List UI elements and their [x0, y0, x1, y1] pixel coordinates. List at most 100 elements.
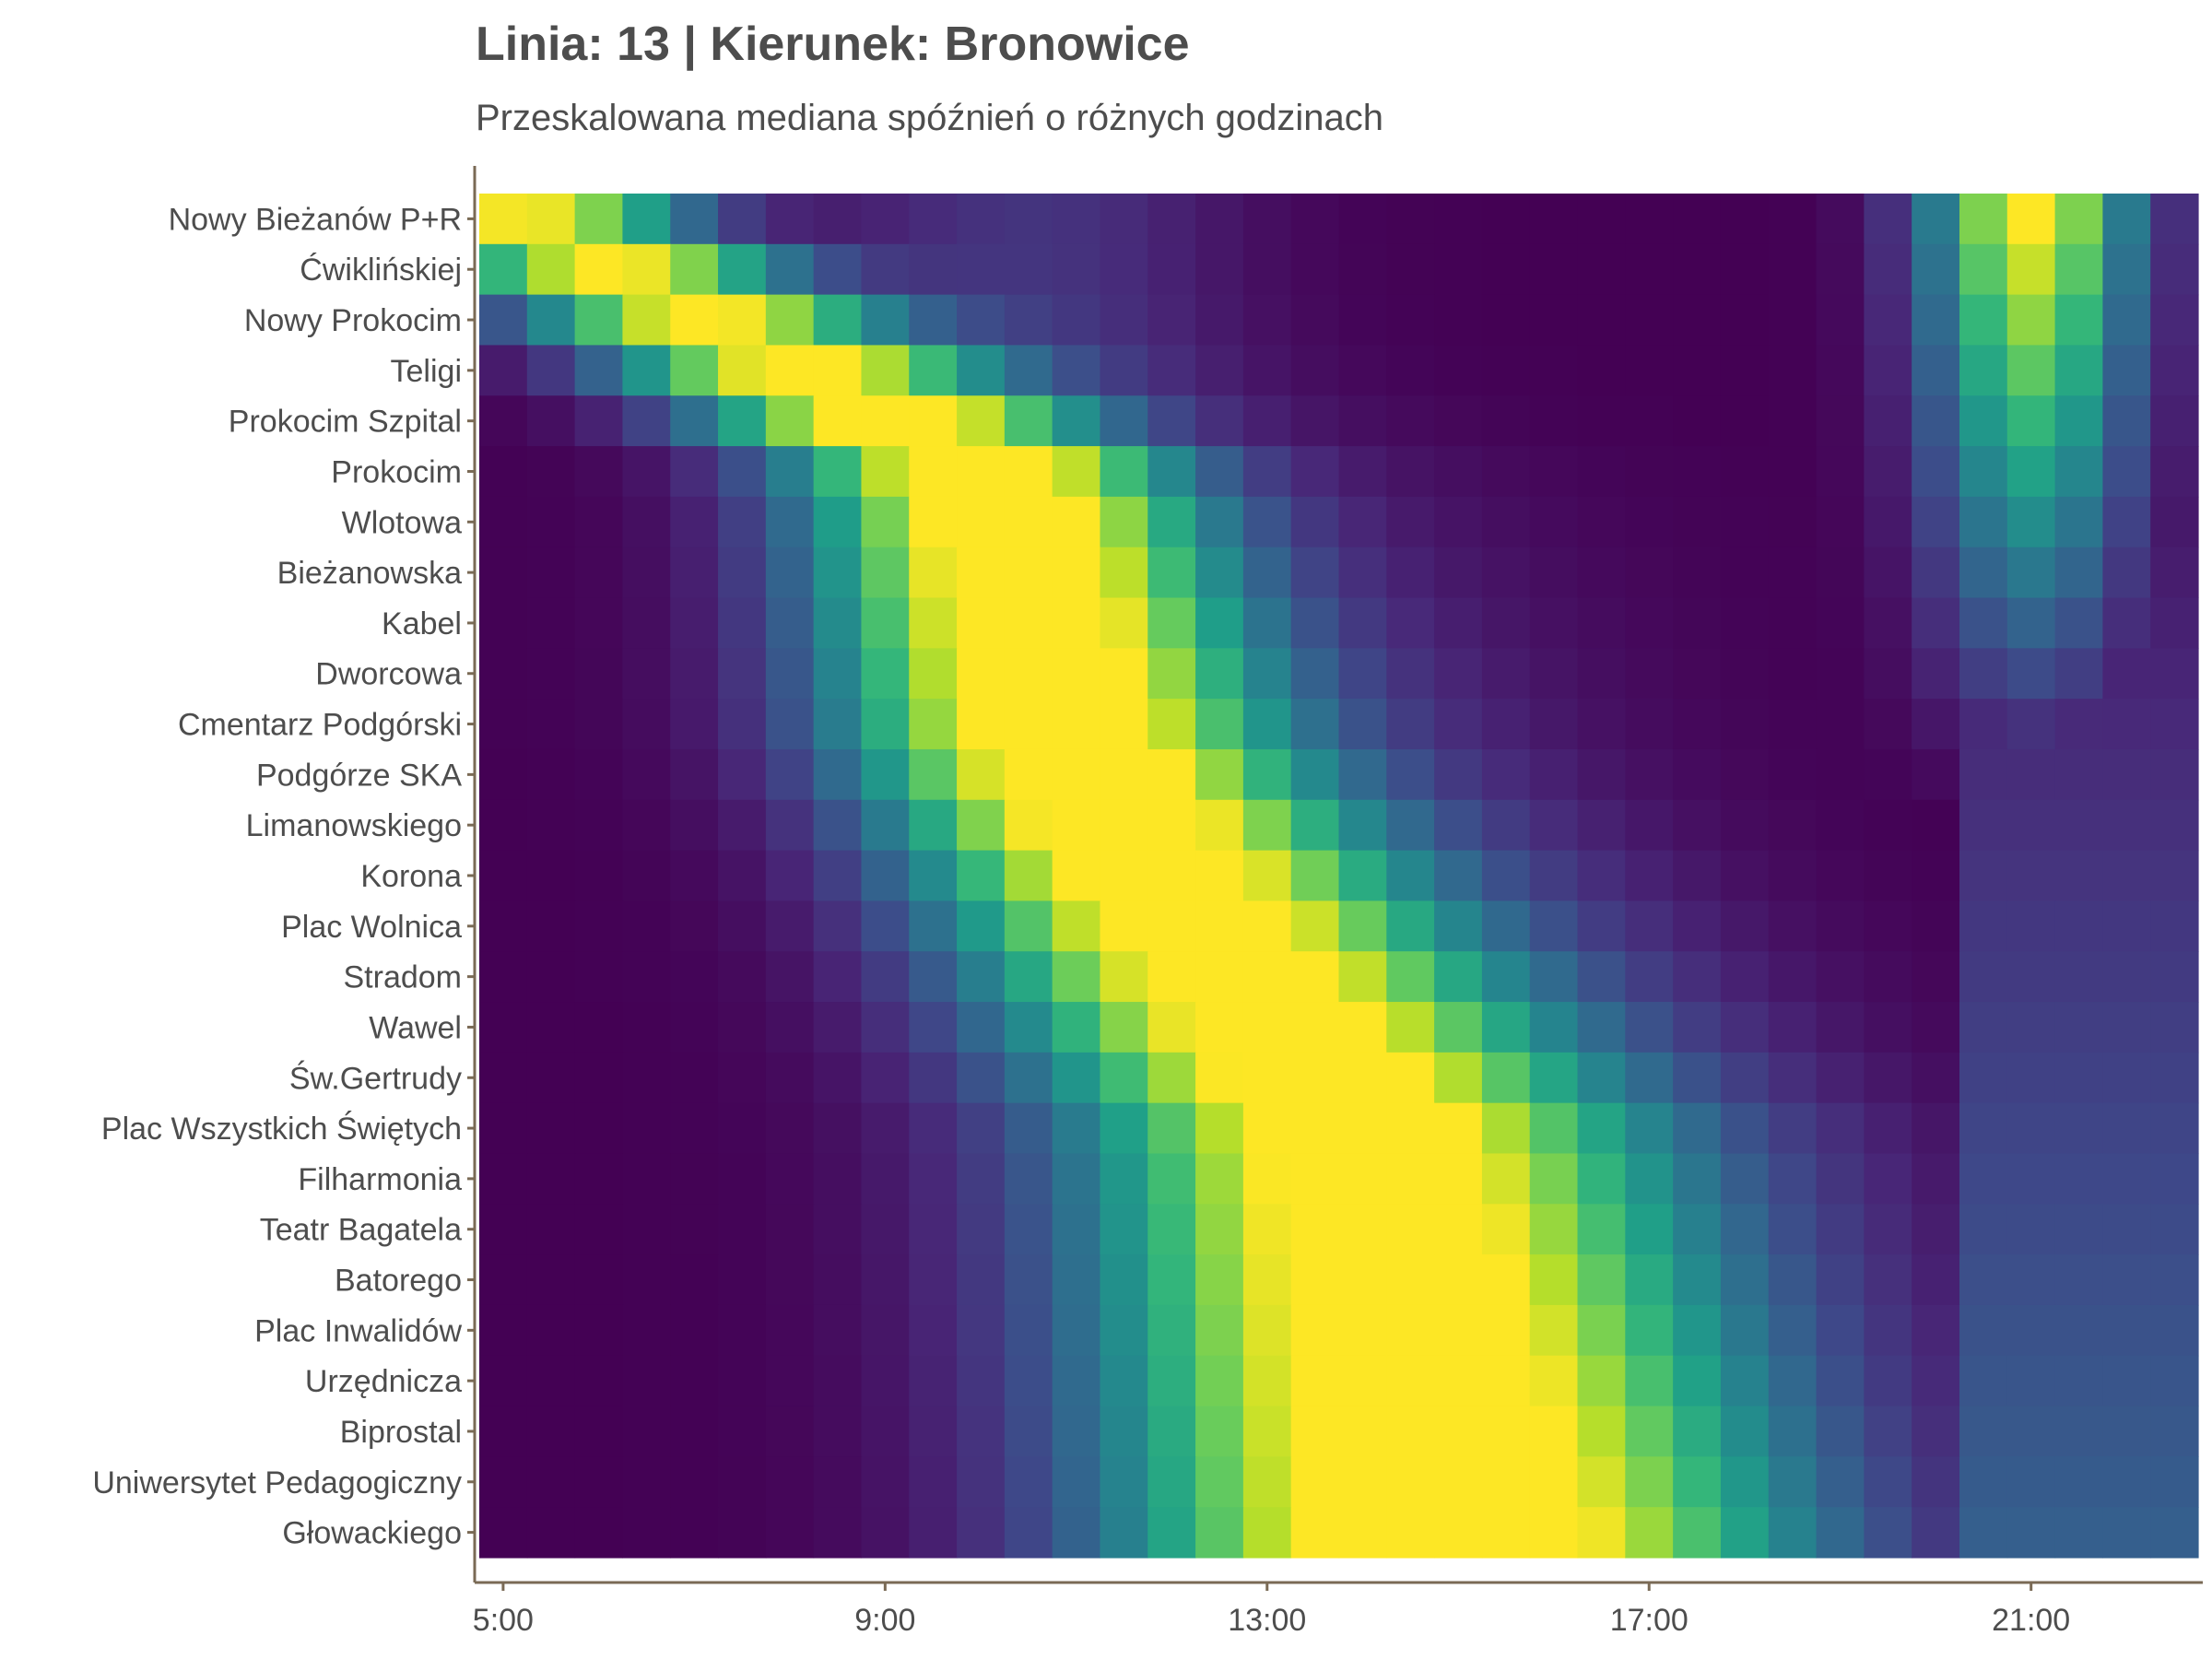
heatmap-cell — [1959, 395, 2008, 447]
heatmap-cell — [1912, 1406, 1960, 1457]
heatmap-cell — [1195, 446, 1244, 498]
heatmap-cell — [1004, 1153, 1053, 1205]
heatmap-cell — [574, 699, 624, 750]
heatmap-cell — [2006, 194, 2056, 245]
heatmap-cell — [2006, 1102, 2056, 1155]
heatmap-cell — [670, 1406, 719, 1457]
heatmap-cell — [1004, 1052, 1053, 1104]
y-tick-label: Urzędnicza — [305, 1364, 462, 1399]
heatmap-cell — [765, 1002, 815, 1053]
heatmap-cell — [622, 194, 671, 245]
heatmap-cell — [1434, 699, 1483, 750]
heatmap-cell — [1673, 1456, 1722, 1508]
heatmap-cell — [622, 699, 671, 750]
heatmap-cell — [1100, 395, 1148, 447]
heatmap-cell — [1100, 850, 1148, 901]
heatmap-cell — [1577, 446, 1626, 498]
heatmap-cell — [718, 1304, 767, 1357]
heatmap-cell — [1720, 547, 1770, 599]
heatmap-cell — [1338, 194, 1387, 245]
heatmap-cell — [813, 496, 863, 548]
heatmap-cell — [1338, 1254, 1387, 1306]
heatmap-cell — [2150, 446, 2199, 498]
heatmap-cell — [957, 1304, 1006, 1357]
heatmap-cell — [813, 1254, 863, 1306]
heatmap-cell — [718, 900, 767, 952]
heatmap-cell — [1386, 547, 1435, 599]
heatmap-cell — [1816, 294, 1865, 347]
heatmap-cell — [1338, 951, 1387, 1003]
heatmap-cell — [1720, 1507, 1770, 1559]
heatmap-cell — [2102, 294, 2151, 347]
heatmap-cell — [957, 1204, 1006, 1255]
heatmap-cell — [479, 496, 528, 548]
heatmap-cell — [1147, 1153, 1196, 1205]
heatmap-cell — [1720, 243, 1770, 296]
heatmap-cell — [1290, 1456, 1340, 1508]
heatmap-cell — [1816, 395, 1865, 447]
heatmap-cell — [957, 1002, 1006, 1053]
heatmap-cell — [1529, 748, 1579, 801]
heatmap-cell — [1912, 799, 1960, 852]
heatmap-cell — [1100, 1355, 1148, 1407]
heatmap-cell — [1720, 951, 1770, 1003]
heatmap-cell — [1386, 1254, 1435, 1306]
heatmap-cell — [1864, 446, 1912, 498]
heatmap-cell — [1912, 496, 1960, 548]
heatmap-cell — [813, 1507, 863, 1559]
heatmap-cell — [1290, 1507, 1340, 1559]
heatmap-cell — [1195, 900, 1244, 952]
heatmap-cell — [1720, 799, 1770, 852]
heatmap-cell — [1577, 1254, 1626, 1306]
heatmap-cell — [479, 900, 528, 952]
heatmap-cell — [1481, 1153, 1531, 1205]
heatmap-cell — [1768, 395, 1818, 447]
heatmap-cell — [1242, 799, 1292, 852]
heatmap-cell — [1768, 1507, 1818, 1559]
y-tick-label: Teligi — [391, 354, 462, 389]
heatmap-cell — [1577, 243, 1626, 296]
heatmap-cell — [765, 1507, 815, 1559]
heatmap-cell — [957, 446, 1006, 498]
heatmap-cell — [1768, 1304, 1818, 1357]
heatmap-cell — [1242, 648, 1292, 700]
heatmap-cell — [1816, 1507, 1865, 1559]
y-tick-label: Wlotowa — [342, 505, 462, 540]
heatmap-cell — [2150, 1456, 2199, 1508]
heatmap-cell — [1959, 1002, 2008, 1053]
heatmap-cell — [1912, 648, 1960, 700]
heatmap-cell — [1242, 1204, 1292, 1255]
heatmap-cell — [526, 345, 576, 396]
heatmap-cell — [574, 1507, 624, 1559]
heatmap-cell — [813, 1355, 863, 1407]
heatmap-cell — [2102, 1052, 2151, 1104]
heatmap-cell — [2006, 345, 2056, 396]
heatmap-cell — [574, 799, 624, 852]
heatmap-cell — [2054, 243, 2103, 296]
heatmap-cell — [861, 1254, 910, 1306]
heatmap-cell — [1052, 446, 1101, 498]
heatmap-cell — [1338, 748, 1387, 801]
heatmap-cell — [1912, 1304, 1960, 1357]
heatmap-cell — [909, 194, 958, 245]
heatmap-cell — [2102, 496, 2151, 548]
heatmap-cell — [1959, 1204, 2008, 1255]
heatmap-cell — [1577, 699, 1626, 750]
heatmap-cell — [479, 345, 528, 396]
heatmap-cell — [2054, 1355, 2103, 1407]
heatmap-cell — [957, 194, 1006, 245]
heatmap-cell — [1816, 1102, 1865, 1155]
heatmap-cell — [765, 194, 815, 245]
heatmap-cell — [1290, 345, 1340, 396]
heatmap-cell — [1195, 1204, 1244, 1255]
heatmap-cell — [909, 446, 958, 498]
heatmap-cell — [718, 345, 767, 396]
heatmap-cell — [1242, 1002, 1292, 1053]
heatmap-cell — [861, 799, 910, 852]
heatmap-cell — [526, 648, 576, 700]
x-tick-label: 5:00 — [473, 1603, 534, 1638]
heatmap-cell — [1052, 648, 1101, 700]
heatmap-cell — [1768, 496, 1818, 548]
heatmap-cell — [2006, 1052, 2056, 1104]
heatmap-cell — [1625, 446, 1674, 498]
